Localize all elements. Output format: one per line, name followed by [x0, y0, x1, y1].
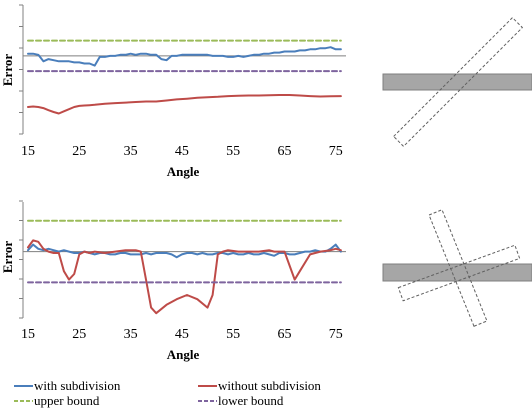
top-x-tick-label: 45 [175, 144, 189, 159]
top-x-tick-label: 25 [72, 144, 86, 159]
legend: with subdivision without subdivision upp… [14, 378, 321, 408]
top-solid-bar [382, 73, 532, 91]
top-x-tick-label: 65 [277, 144, 291, 159]
top-x-tick-labels: 15 25 35 45 55 65 75 [21, 144, 343, 159]
top-plot-layer [23, 39, 346, 115]
top-y-axis-label: Error [0, 54, 15, 86]
top-x-tick-label: 75 [329, 144, 343, 159]
legend-label-lower-bound: lower bound [218, 393, 284, 408]
bottom-x-tick-label: 25 [72, 327, 86, 342]
top-series-with-subdivision [27, 46, 342, 67]
top-series-without-subdivision [27, 94, 342, 115]
bottom-illustration [382, 209, 532, 327]
top-x-tick-label: 35 [124, 144, 138, 159]
legend-label-upper-bound: upper bound [34, 393, 100, 408]
bottom-x-tick-label: 75 [329, 327, 343, 342]
bottom-x-tick-label: 55 [226, 327, 240, 342]
top-x-tick-label: 55 [226, 144, 240, 159]
bottom-x-tick-label: 65 [277, 327, 291, 342]
bottom-x-tick-label: 15 [21, 327, 35, 342]
bottom-plot-layer [23, 219, 346, 315]
top-x-tick-label: 15 [21, 144, 35, 159]
bottom-x-tick-labels: 15 25 35 45 55 65 75 [21, 327, 343, 342]
bottom-series-without-subdivision [27, 239, 342, 315]
top-x-axis-label: Angle [167, 164, 200, 179]
bottom-x-tick-label: 45 [175, 327, 189, 342]
legend-item-lower-bound: lower bound [198, 393, 284, 408]
bottom-x-tick-label: 35 [124, 327, 138, 342]
legend-label-with-subdivision: with subdivision [34, 378, 121, 393]
bottom-y-axis-label: Error [0, 241, 15, 273]
top-illustration [382, 16, 532, 148]
legend-item-upper-bound: upper bound [14, 393, 100, 408]
legend-item-without-subdivision: without subdivision [198, 378, 321, 393]
bottom-dashed-rect-shallow [397, 244, 521, 302]
top-dashed-rotated-rect [392, 16, 524, 148]
bottom-x-axis-label: Angle [167, 347, 200, 362]
bottom-series-with-subdivision [27, 243, 342, 259]
bottom-solid-bar [382, 263, 532, 282]
bottom-y-ticks [19, 200, 23, 319]
legend-item-with-subdivision: with subdivision [14, 378, 121, 393]
chart-bottom: Error 15 25 35 45 55 65 75 Angle [0, 200, 346, 362]
chart-top: Error 15 25 35 45 55 65 75 Angle [0, 4, 346, 179]
top-y-ticks [19, 4, 23, 135]
legend-label-without-subdivision: without subdivision [218, 378, 321, 393]
